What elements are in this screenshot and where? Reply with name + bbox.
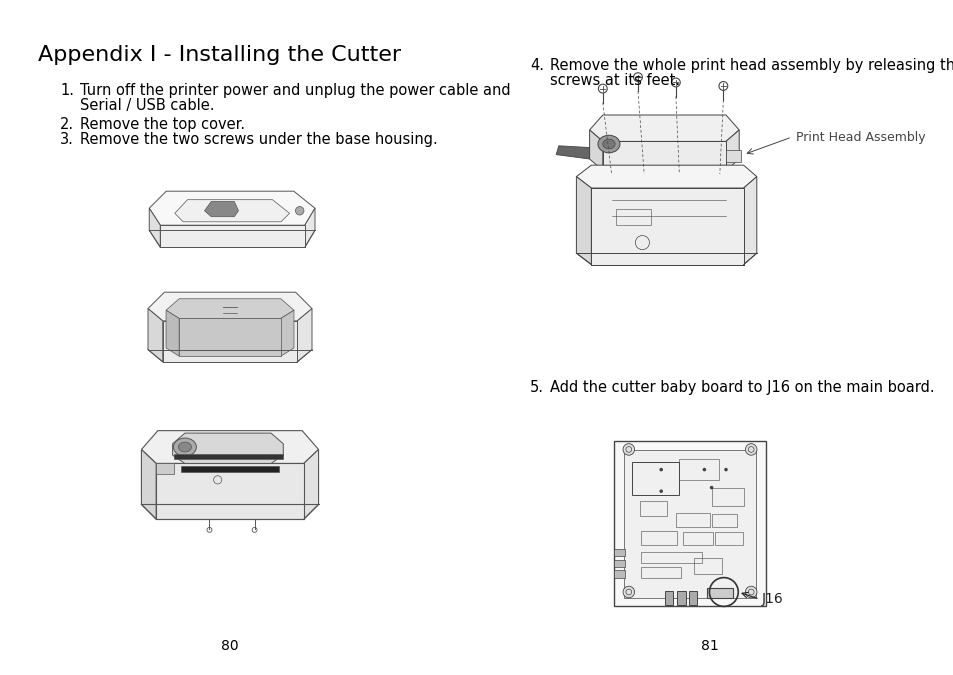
Bar	[679, 459, 718, 481]
Bar	[688, 591, 697, 605]
Bar	[614, 560, 624, 567]
Polygon shape	[174, 454, 283, 460]
Circle shape	[659, 468, 662, 471]
Text: screws at its feet.: screws at its feet.	[550, 73, 679, 88]
Polygon shape	[148, 308, 163, 362]
Circle shape	[709, 486, 713, 489]
Polygon shape	[589, 130, 602, 171]
Text: 80: 80	[221, 639, 238, 653]
Polygon shape	[742, 177, 756, 265]
Polygon shape	[297, 308, 312, 362]
Bar	[614, 549, 624, 556]
Polygon shape	[163, 321, 297, 362]
Text: Remove the top cover.: Remove the top cover.	[80, 117, 245, 132]
Bar	[711, 487, 743, 506]
Polygon shape	[149, 191, 314, 225]
Bar	[664, 591, 673, 605]
Polygon shape	[174, 200, 289, 222]
Polygon shape	[304, 208, 314, 247]
Circle shape	[701, 468, 705, 471]
Bar	[614, 441, 765, 606]
Text: 5.: 5.	[530, 380, 543, 395]
Polygon shape	[141, 450, 156, 519]
Polygon shape	[148, 292, 312, 321]
Polygon shape	[172, 433, 283, 464]
Bar	[677, 591, 685, 605]
Circle shape	[659, 489, 662, 493]
Polygon shape	[181, 466, 279, 472]
Polygon shape	[166, 299, 294, 319]
Polygon shape	[160, 225, 304, 247]
Bar	[640, 567, 679, 578]
Bar	[682, 533, 712, 545]
Circle shape	[744, 587, 756, 598]
Polygon shape	[576, 177, 591, 265]
Text: 3.: 3.	[60, 132, 73, 147]
Polygon shape	[602, 141, 725, 171]
Text: 1.: 1.	[60, 83, 74, 98]
Polygon shape	[556, 146, 589, 159]
Ellipse shape	[173, 438, 196, 456]
Polygon shape	[141, 431, 318, 464]
Polygon shape	[166, 310, 179, 356]
Polygon shape	[725, 151, 740, 161]
Bar	[693, 558, 721, 574]
Text: Serial / USB cable.: Serial / USB cable.	[80, 98, 214, 113]
Circle shape	[622, 587, 634, 598]
Circle shape	[744, 443, 756, 455]
Bar	[639, 501, 666, 516]
Polygon shape	[280, 310, 294, 356]
Text: 4.: 4.	[530, 58, 543, 73]
Bar	[614, 570, 624, 578]
Ellipse shape	[602, 139, 615, 149]
Ellipse shape	[178, 442, 192, 452]
Polygon shape	[589, 115, 739, 141]
Bar	[616, 209, 651, 225]
Polygon shape	[204, 201, 238, 217]
Bar	[675, 513, 709, 527]
Text: 2.: 2.	[60, 117, 74, 132]
Bar	[632, 462, 679, 495]
Text: Add the cutter baby board to J16 on the main board.: Add the cutter baby board to J16 on the …	[550, 380, 934, 395]
Polygon shape	[591, 188, 742, 265]
Polygon shape	[602, 165, 725, 171]
Text: Print Head Assembly: Print Head Assembly	[796, 130, 925, 144]
Bar	[711, 514, 736, 527]
Text: Turn off the printer power and unplug the power cable and: Turn off the printer power and unplug th…	[80, 83, 510, 98]
Polygon shape	[156, 464, 174, 474]
Ellipse shape	[598, 135, 619, 153]
Text: 81: 81	[700, 639, 719, 653]
Polygon shape	[156, 464, 303, 519]
Circle shape	[295, 207, 304, 215]
Polygon shape	[303, 450, 318, 519]
Polygon shape	[725, 130, 739, 171]
Polygon shape	[179, 319, 280, 356]
Bar	[640, 531, 677, 545]
Polygon shape	[576, 165, 756, 188]
Text: Remove the two screws under the base housing.: Remove the two screws under the base hou…	[80, 132, 437, 147]
Polygon shape	[149, 208, 160, 247]
Bar	[706, 588, 733, 598]
Circle shape	[723, 468, 727, 471]
Text: Remove the whole print head assembly by releasing the 4: Remove the whole print head assembly by …	[550, 58, 953, 73]
Text: J16: J16	[760, 592, 782, 606]
Text: Appendix I - Installing the Cutter: Appendix I - Installing the Cutter	[38, 45, 400, 65]
Bar	[715, 533, 741, 545]
Circle shape	[622, 443, 634, 455]
Bar	[640, 552, 701, 563]
Bar	[623, 450, 756, 598]
